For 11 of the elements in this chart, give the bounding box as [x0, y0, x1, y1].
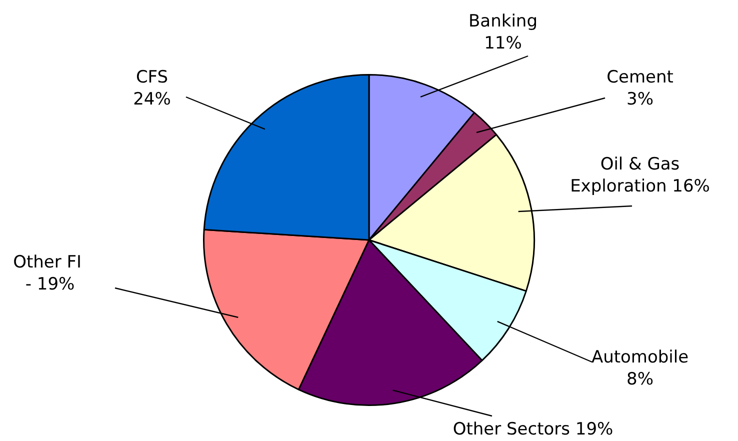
data-label: 11%	[484, 33, 522, 54]
slice-label: CFS	[136, 67, 168, 88]
slice-label: Other Sectors 19%	[452, 419, 614, 440]
slice-label: Automobile	[591, 347, 689, 368]
data-label: 24%	[133, 89, 171, 110]
slice-label: Banking	[468, 11, 538, 32]
data-label: 3%	[626, 89, 654, 110]
slice-label: Other FI - 19%	[13, 252, 87, 294]
slice-label: Oil & Gas Exploration 16%	[570, 154, 710, 196]
data-label: 8%	[626, 369, 654, 390]
slice-label: Cement	[606, 67, 674, 88]
